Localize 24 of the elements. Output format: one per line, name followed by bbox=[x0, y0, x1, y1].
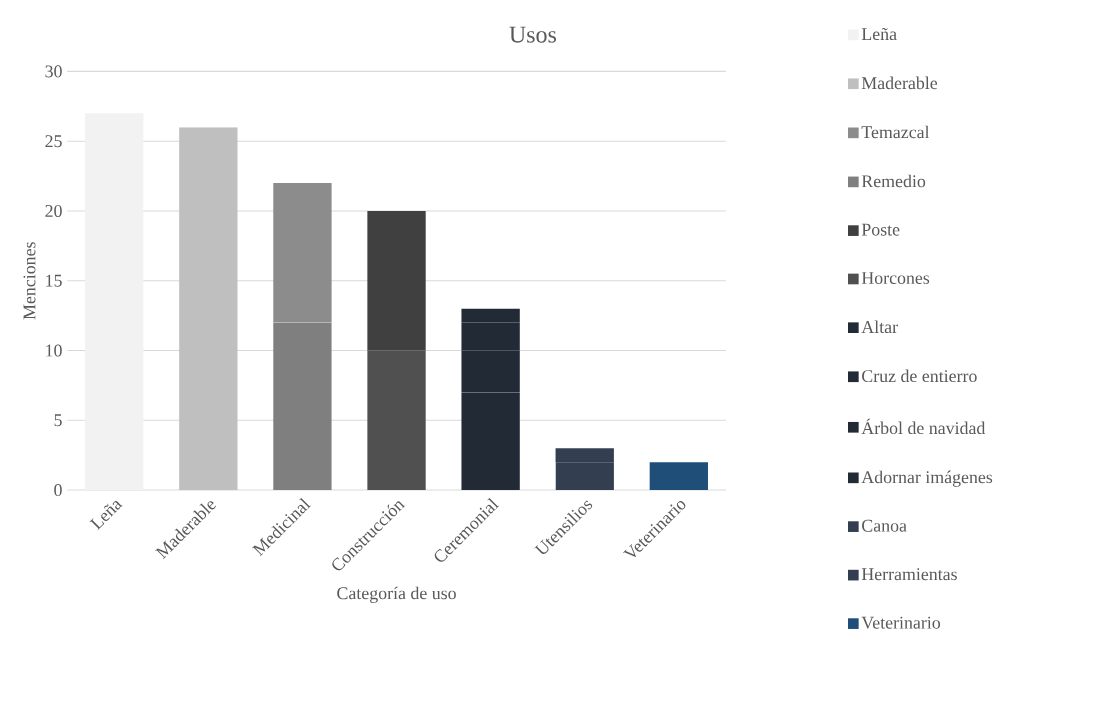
y-tick-label: 25 bbox=[45, 135, 62, 148]
legend-label: Maderable bbox=[861, 76, 938, 90]
legend-label: Árbol de navidad bbox=[861, 418, 986, 435]
y-axis-title: Menciones bbox=[23, 242, 36, 320]
legend-label: Herramientas bbox=[861, 568, 957, 581]
legend-label: Remedio bbox=[861, 174, 926, 188]
x-axis-title: Categoría de uso bbox=[337, 586, 456, 603]
legend-label: Cruz de entierro bbox=[862, 369, 977, 383]
legend-label: Temazcal bbox=[861, 125, 930, 139]
legend-label: Leña bbox=[861, 27, 897, 41]
y-tick-label: 0 bbox=[54, 484, 62, 497]
y-tick-label: 15 bbox=[46, 274, 62, 287]
y-tick-label: 5 bbox=[54, 414, 62, 427]
legend-label: Adornar imágenes bbox=[861, 470, 993, 487]
y-tick-label: 30 bbox=[45, 65, 62, 78]
y-tick-label: 20 bbox=[45, 204, 62, 217]
chart-title: Usos bbox=[509, 26, 557, 43]
legend-label: Poste bbox=[861, 223, 900, 236]
x-tick-label: Leña bbox=[89, 501, 123, 531]
legend-label: Veterinario bbox=[861, 616, 941, 629]
y-tick-label: 10 bbox=[46, 344, 62, 357]
legend-label: Horcones bbox=[861, 272, 930, 284]
legend-label: Canoa bbox=[862, 519, 907, 532]
legend-label: Altar bbox=[861, 320, 898, 334]
